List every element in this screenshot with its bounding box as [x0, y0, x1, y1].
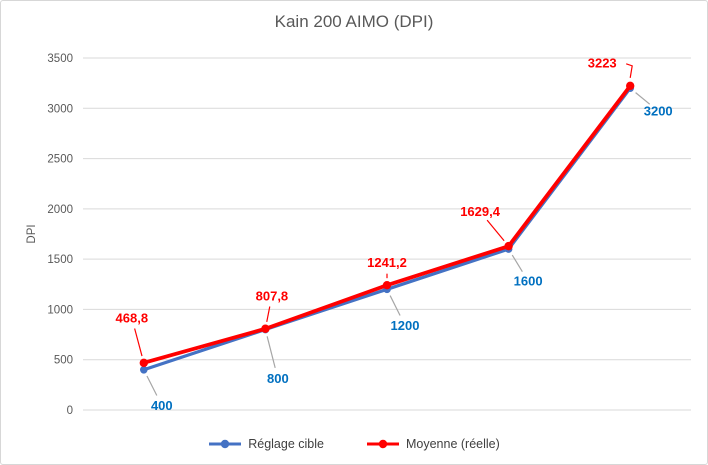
series-line-1 [141, 83, 633, 365]
y-tick-label: 0 [67, 405, 73, 417]
leader-line [486, 219, 505, 242]
legend-marker-line-circle-icon [209, 439, 242, 449]
data-label: 1600 [514, 274, 543, 289]
legend-label-reglage-cible: Réglage cible [248, 437, 324, 451]
y-tick-label: 2000 [47, 204, 73, 216]
data-label: 1629,4 [460, 204, 501, 219]
leader-line [134, 328, 143, 357]
data-label: 3200 [644, 104, 673, 119]
legend: Réglage cible Moyenne (réelle) [1, 437, 707, 451]
leader-line [389, 295, 401, 316]
y-tick-label: 1500 [47, 254, 73, 266]
data-label: 400 [151, 398, 173, 413]
data-point-marker [382, 280, 392, 290]
y-tick-label: 500 [54, 355, 73, 367]
data-label: 468,8 [116, 310, 149, 325]
y-tick-label: 3500 [47, 53, 73, 65]
legend-label-moyenne-reelle: Moyenne (réelle) [405, 437, 500, 451]
data-point-marker [261, 324, 270, 333]
leader-line [635, 92, 651, 105]
data-label: 3223 [588, 55, 617, 70]
data-point-marker [139, 358, 148, 368]
series-line-0 [142, 86, 632, 372]
leader-line [266, 336, 276, 369]
leader-line [146, 375, 158, 396]
y-tick-label: 2500 [47, 154, 73, 166]
data-point-marker [140, 365, 148, 374]
leader-line [511, 254, 523, 273]
chart-title: Kain 200 AIMO (DPI) [274, 12, 434, 31]
data-label: 800 [267, 371, 289, 386]
legend-item-moyenne-reelle: Moyenne (réelle) [366, 437, 500, 451]
y-tick-label: 3000 [47, 103, 73, 115]
data-point-marker [626, 81, 635, 91]
leader-line [626, 63, 633, 78]
y-tick-label: 1000 [47, 304, 73, 316]
data-label: 807,8 [256, 288, 289, 303]
legend-item-reglage-cible: Réglage cible [208, 437, 324, 451]
data-point-marker [504, 241, 513, 251]
legend-marker-line-circle-icon [366, 439, 399, 449]
data-label: 1241,2 [367, 255, 407, 270]
data-label: 1200 [391, 318, 420, 333]
leader-line [266, 306, 271, 323]
